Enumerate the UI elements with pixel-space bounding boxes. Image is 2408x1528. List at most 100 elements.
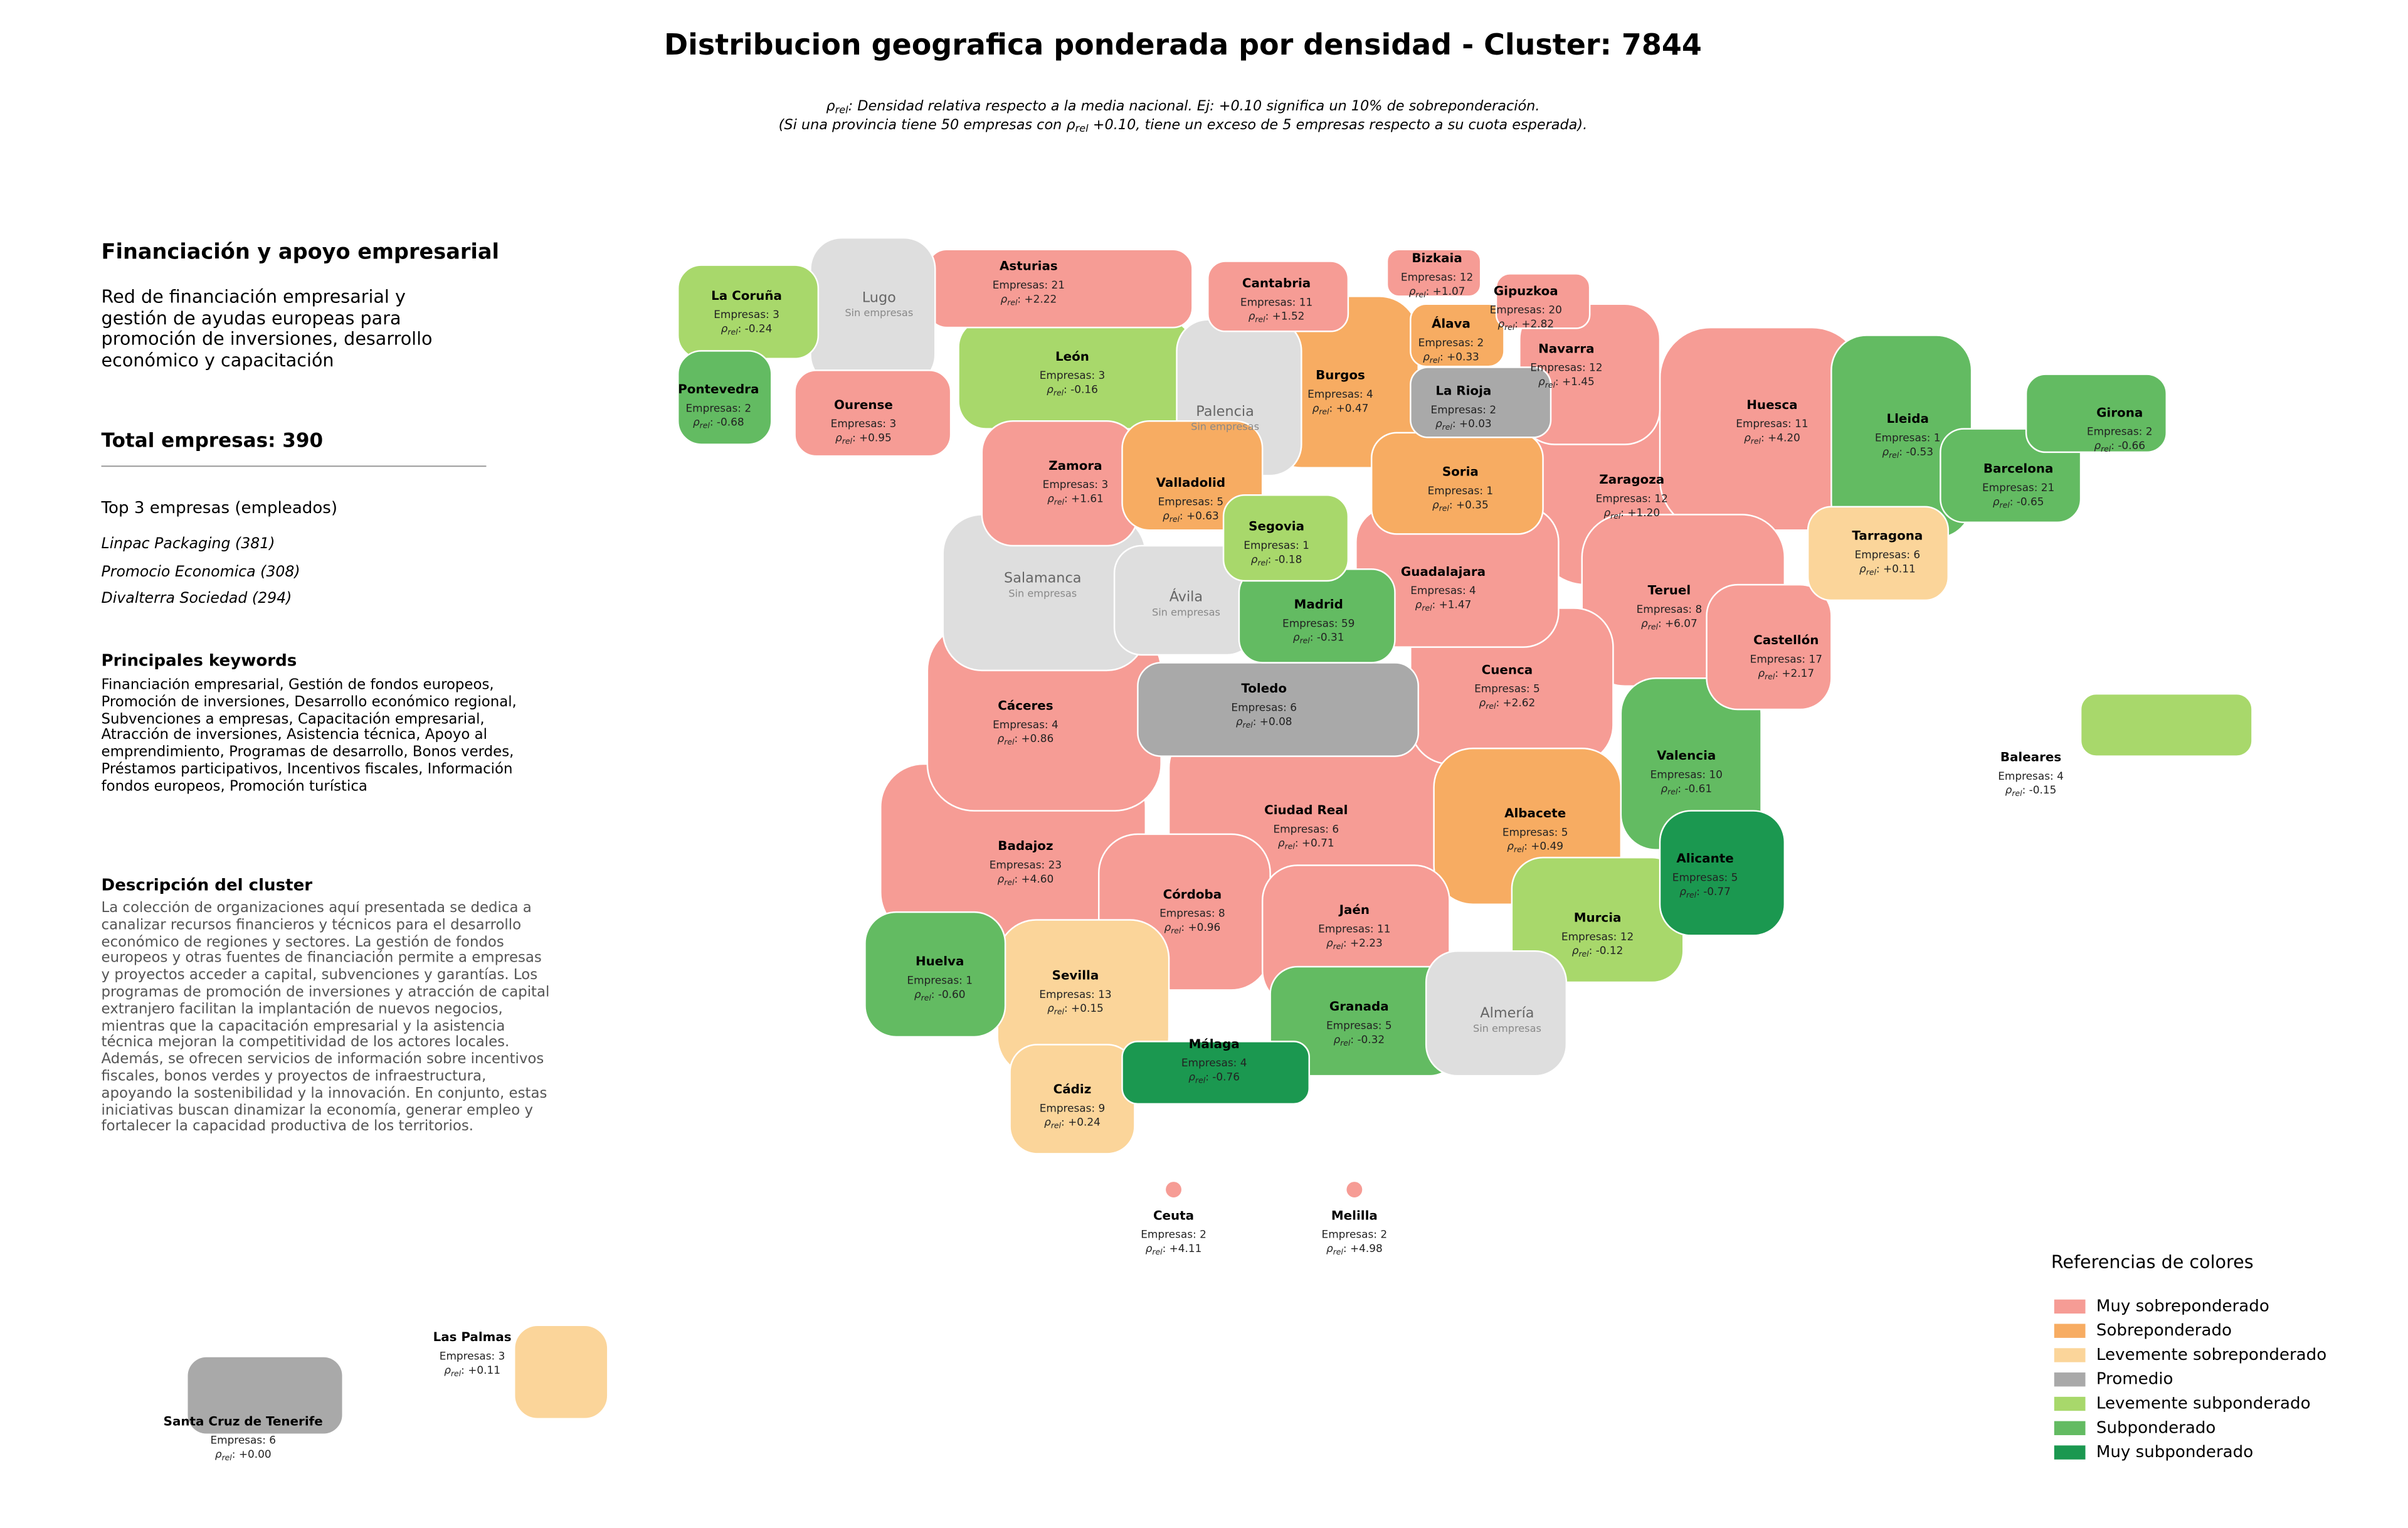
rho-line: ρrel: +2.22	[1001, 292, 1057, 306]
companies-value: 20	[1548, 304, 1562, 316]
rho-colon: :	[1496, 696, 1502, 709]
rho-colon: :	[852, 432, 859, 444]
companies-value: 5	[1561, 825, 1568, 838]
companies-line: Empresas: 2	[2087, 425, 2153, 438]
companies-label: Empresas:	[1244, 539, 1299, 551]
companies-value: 12	[1620, 930, 1634, 943]
rho-line: ρrel: -0.66	[2094, 439, 2145, 453]
rho-sub: rel	[1051, 1120, 1062, 1130]
rho-value: +4.60	[1022, 873, 1054, 885]
province-shape	[1410, 303, 1505, 368]
province-name: Sevilla	[1052, 968, 1099, 983]
companies-label: Empresas:	[1596, 492, 1651, 504]
note-text: ρ	[826, 98, 835, 114]
rho-sub: rel	[1751, 436, 1761, 445]
companies-label: Empresas:	[1040, 1101, 1095, 1114]
rho-value: +0.00	[239, 1448, 272, 1460]
rho-sub: rel	[1765, 671, 1775, 681]
rho-value: +1.07	[1433, 285, 1465, 297]
province-name: Almería	[1480, 1005, 1534, 1021]
rho-symbol: ρ	[835, 432, 842, 444]
companies-value: 12	[1654, 492, 1668, 504]
companies-line: Empresas: 5	[1502, 825, 1568, 838]
rho-line: ρrel: +0.24	[1044, 1116, 1101, 1130]
province-shape	[1807, 506, 1950, 602]
province-name: Ourense	[834, 398, 893, 412]
rho-colon: :	[1440, 350, 1447, 363]
rho-value: +0.35	[1456, 498, 1489, 511]
companies-line: Empresas: 8	[1637, 603, 1703, 615]
legend-swatch	[2054, 1396, 2086, 1411]
province-name: La Coruña	[711, 289, 782, 303]
rho-colon: :	[1524, 840, 1531, 852]
rho-colon: :	[1350, 1033, 1357, 1046]
province-name: Málaga	[1189, 1037, 1240, 1051]
rho-colon: :	[1295, 837, 1302, 849]
province-name: Tarragona	[1852, 529, 1923, 543]
rho-colon: :	[2022, 783, 2029, 796]
rho-sub: rel	[1319, 406, 1329, 416]
companies-value: 1	[1486, 484, 1493, 497]
rho-value: +0.71	[1302, 837, 1334, 849]
province-name: Pontevedra	[678, 382, 759, 396]
companies-value: 10	[1709, 768, 1723, 780]
rho-value: +1.61	[1071, 492, 1104, 504]
rho-symbol: ρ	[1164, 921, 1171, 933]
rho-symbol: ρ	[1044, 1116, 1051, 1128]
companies-line: Empresas: 12	[1596, 492, 1668, 504]
rho-sub: rel	[1004, 737, 1015, 746]
companies-value: 2	[1200, 1228, 1207, 1241]
rho-value: -0.61	[1684, 782, 1712, 795]
companies-value: 17	[1809, 652, 1822, 665]
rho-value: -0.76	[1212, 1071, 1240, 1083]
rho-value: -0.15	[2029, 783, 2057, 796]
rho-symbol: ρ	[1479, 696, 1486, 709]
rho-line: ρrel: +0.11	[1859, 562, 1916, 576]
companies-line: Empresas: 5	[1326, 1019, 1392, 1032]
note-sub: rel	[1075, 122, 1089, 134]
province-shape	[1425, 950, 1568, 1077]
rho-sub: rel	[1415, 289, 1426, 299]
rho-symbol: ρ	[1641, 617, 1648, 629]
companies-label: Empresas:	[1318, 922, 1373, 935]
rho-line: ρrel: +0.95	[835, 432, 892, 445]
companies-label: Empresas:	[1141, 1228, 1196, 1241]
companies-label: Empresas:	[1875, 432, 1930, 444]
province-shape	[1222, 494, 1349, 582]
province-shape	[513, 1324, 609, 1420]
province-shape	[2079, 692, 2253, 757]
description-box: La colección de organizaciones aquí pres…	[102, 901, 550, 1135]
rho-value: +0.33	[1447, 350, 1479, 363]
rho-line: ρrel: +4.20	[1744, 432, 1800, 445]
province-name: Alicante	[1676, 851, 1733, 866]
rho-colon: :	[1014, 873, 1021, 885]
companies-label: Empresas:	[1282, 617, 1338, 629]
rho-value: +0.08	[1260, 715, 1292, 728]
no-companies: Sin empresas	[1191, 421, 1259, 433]
companies-label: Empresas:	[1240, 295, 1296, 308]
rho-line: ρrel: -0.77	[1679, 885, 1731, 899]
legend-swatch	[2054, 1299, 2086, 1314]
companies-label: Empresas:	[1401, 271, 1456, 284]
rho-sub: rel	[451, 1368, 462, 1377]
legend-label: Levemente subponderado	[2096, 1394, 2311, 1413]
companies-value: 6	[1332, 822, 1339, 835]
rho-line: ρrel: +2.17	[1758, 667, 1814, 681]
companies-label: Empresas:	[1530, 361, 1585, 374]
legend: Referencias de colores Muy sobreponderad…	[2051, 1251, 2326, 1462]
province-shape	[1706, 583, 1832, 711]
rho-symbol: ρ	[721, 322, 728, 335]
rho-colon: :	[1677, 782, 1684, 795]
rho-line: ρrel: -0.16	[1047, 383, 1098, 396]
rho-line: ρrel: +0.63	[1163, 509, 1219, 523]
companies-label: Empresas:	[1418, 336, 1474, 349]
companies-line: Empresas: 4	[1307, 388, 1373, 400]
companies-value: 6	[1290, 701, 1297, 714]
companies-value: 11	[1377, 922, 1391, 935]
rho-sub: rel	[1152, 1246, 1163, 1256]
province-shape	[2025, 373, 2167, 454]
rho-symbol: ρ	[1435, 417, 1442, 430]
rho-sub: rel	[1054, 497, 1065, 506]
companies-value: 8	[1695, 603, 1702, 615]
rho-value: +0.96	[1188, 921, 1220, 933]
